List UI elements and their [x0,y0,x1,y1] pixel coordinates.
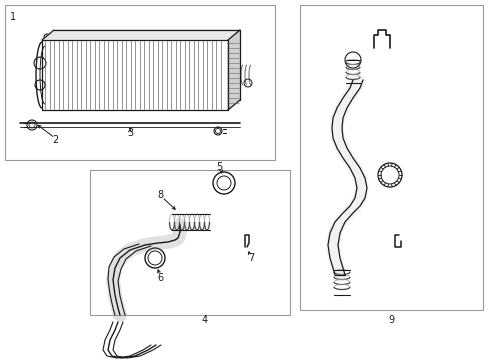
Text: 3: 3 [127,128,133,138]
Text: 5: 5 [215,162,222,172]
Text: 7: 7 [247,253,254,263]
Text: 2: 2 [52,135,58,145]
Bar [90,170,289,315]
Bar [299,5,482,310]
Polygon shape [227,30,240,110]
Text: 6: 6 [157,273,163,283]
Text: 9: 9 [387,315,393,325]
Text: 8: 8 [157,190,163,200]
Polygon shape [42,30,240,40]
Text: 4: 4 [202,315,207,325]
Text: 1: 1 [10,12,16,22]
Bar [5,5,274,160]
